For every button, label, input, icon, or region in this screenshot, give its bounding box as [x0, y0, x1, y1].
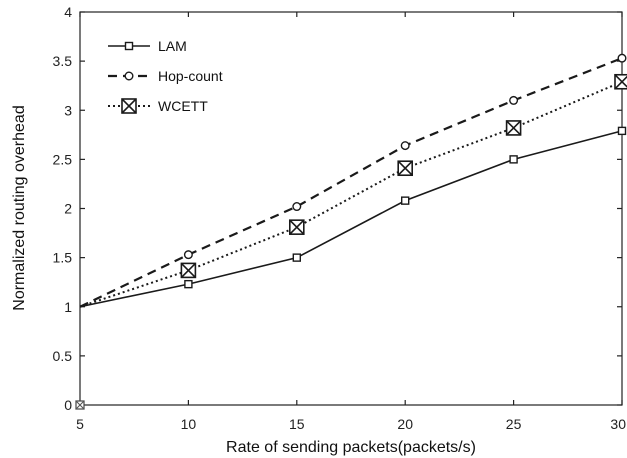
y-tick-label: 0.5 [53, 348, 73, 364]
y-tick-label: 1 [64, 299, 72, 315]
x-axis: 5 10 15 20 25 30 [76, 12, 626, 432]
legend: LAM Hop-count WCETT [108, 38, 223, 114]
square-marker [509, 155, 518, 164]
x-tick-label: 20 [397, 416, 413, 432]
circle-marker [509, 95, 519, 105]
circle-marker [617, 53, 627, 63]
y-tick-label: 1.5 [53, 250, 73, 266]
legend-item: Hop-count [108, 68, 223, 84]
x-axis-title: Rate of sending packets(packets/s) [226, 439, 476, 456]
legend-label: Hop-count [158, 68, 223, 84]
legend-label: LAM [158, 38, 187, 54]
series-line [79, 130, 623, 308]
series-wcett [79, 73, 627, 308]
series-lam [79, 126, 627, 308]
y-axis: 0 0.5 1 1.5 2 2.5 3 3.5 4 [53, 4, 622, 413]
square-marker [617, 126, 627, 136]
square-marker [124, 41, 134, 51]
circle-marker [292, 202, 302, 212]
series-layer [75, 53, 627, 410]
x-tick-label: 30 [610, 416, 626, 432]
square-marker [184, 279, 193, 289]
boxed-x-marker [505, 120, 522, 136]
y-tick-label: 3 [64, 102, 72, 118]
series-line [79, 80, 623, 308]
x-tick-label: 10 [181, 416, 197, 432]
boxed-x-marker [288, 219, 305, 235]
boxed-x-marker [180, 262, 197, 279]
legend-label: WCETT [158, 98, 208, 114]
origin-marker [75, 400, 85, 410]
y-tick-label: 2 [64, 201, 72, 217]
boxed-x-marker [121, 98, 137, 114]
y-tick-label: 2.5 [53, 151, 73, 167]
boxed-x-marker [397, 160, 414, 177]
circle-marker [400, 141, 410, 151]
x-tick-label: 25 [506, 416, 522, 432]
square-marker [292, 253, 301, 262]
series-hop-count [79, 53, 627, 308]
circle-marker [183, 250, 193, 260]
square-marker [401, 196, 410, 205]
series-line [79, 57, 623, 308]
y-tick-label: 3.5 [53, 53, 73, 69]
y-tick-label: 4 [64, 4, 72, 20]
x-tick-label: 5 [76, 416, 84, 432]
circle-marker [124, 71, 134, 81]
x-tick-label: 15 [289, 416, 305, 432]
boxed-x-marker [614, 73, 627, 90]
y-tick-label: 0 [64, 397, 72, 413]
legend-item: WCETT [108, 98, 208, 114]
y-axis-title: Normalized routing overhead [11, 105, 28, 310]
legend-item: LAM [108, 38, 187, 54]
